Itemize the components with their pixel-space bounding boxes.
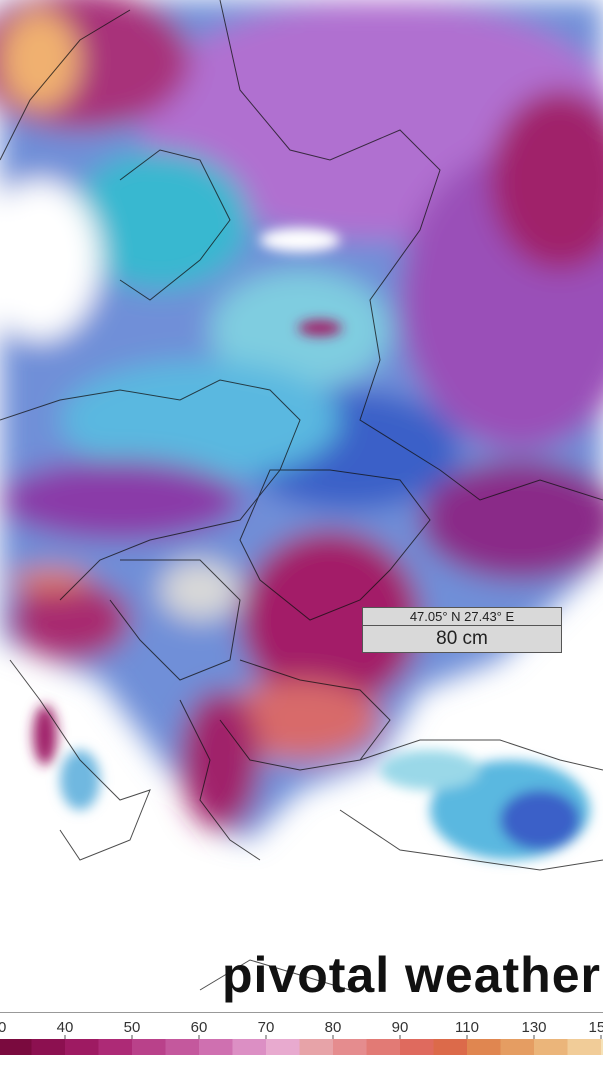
legend-swatch	[400, 1039, 434, 1055]
legend-tick-label: 50	[124, 1019, 141, 1036]
legend-tick-label: 150	[588, 1019, 603, 1036]
watermark: pivotal weather	[222, 947, 601, 1003]
legend-swatch	[467, 1039, 501, 1055]
legend-tick-label: 130	[521, 1019, 546, 1036]
color-legend: 30 40 50 60 70 80 90 110 130 150	[0, 1012, 603, 1080]
legend-swatch	[199, 1039, 233, 1055]
legend-swatch	[266, 1039, 300, 1055]
tooltip-coordinates: 47.05° N 27.43° E	[362, 607, 562, 626]
map	[0, 0, 603, 991]
legend-tick-label: 60	[191, 1019, 208, 1036]
tooltip-value: 80 cm	[362, 626, 562, 653]
legend-swatch	[333, 1039, 367, 1055]
legend-swatch	[299, 1039, 334, 1055]
snow-patches	[33, 228, 590, 860]
legend-tick-label: 30	[0, 1019, 6, 1036]
legend-swatch	[366, 1039, 401, 1055]
legend-swatch	[232, 1039, 267, 1055]
legend-swatch	[165, 1039, 200, 1055]
legend-swatch	[98, 1039, 133, 1055]
legend-tick-label: 80	[325, 1019, 342, 1036]
legend-swatch	[31, 1039, 66, 1055]
legend-tick-label: 40	[57, 1019, 74, 1036]
legend-swatch	[601, 1039, 603, 1055]
legend-swatch	[433, 1039, 468, 1055]
legend-swatch	[0, 1039, 32, 1055]
legend-swatch	[500, 1039, 535, 1055]
legend-tick-label: 110	[455, 1019, 479, 1036]
borders	[0, 0, 603, 991]
legend-swatch	[65, 1039, 99, 1055]
legend-swatch	[567, 1039, 602, 1055]
legend-tick-label: 90	[392, 1019, 409, 1036]
legend-swatch	[132, 1039, 166, 1055]
legend-swatch	[534, 1039, 568, 1055]
legend-tick-label: 70	[258, 1019, 275, 1036]
